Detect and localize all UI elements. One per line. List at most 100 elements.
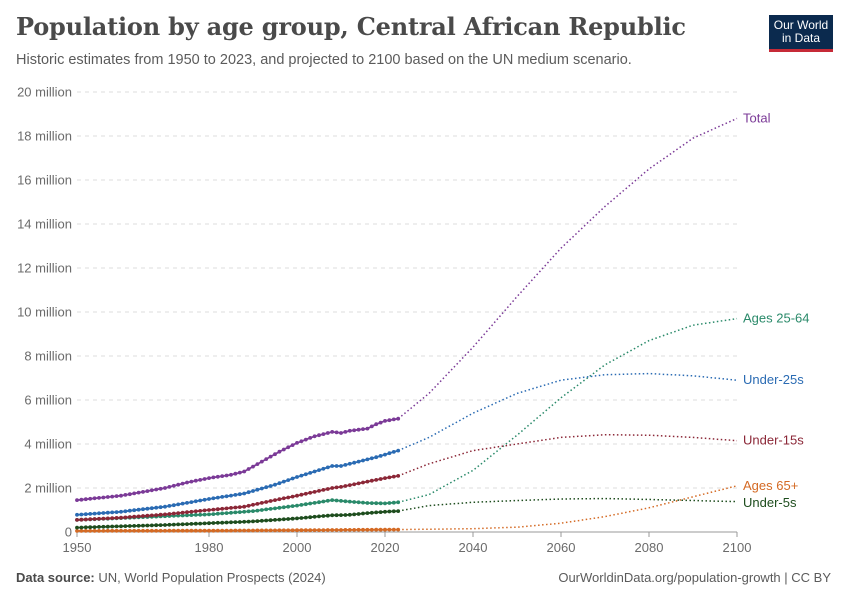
data-point (295, 528, 299, 533)
data-point (171, 528, 176, 533)
data-point (211, 521, 216, 525)
data-point (365, 457, 370, 462)
data-point (352, 528, 357, 532)
data-point (136, 514, 141, 519)
data-point (369, 478, 374, 483)
data-point (383, 452, 387, 457)
data-point (79, 525, 84, 530)
data-point (176, 528, 181, 533)
footer-link[interactable]: OurWorldinData.org/population-growth | C… (558, 570, 831, 585)
data-point (295, 493, 299, 498)
data-point (141, 490, 145, 494)
y-tick-label: 18 million (17, 129, 72, 144)
data-point (374, 527, 379, 532)
data-point (145, 513, 150, 518)
data-point (167, 512, 172, 516)
data-point (334, 430, 339, 435)
data-point (246, 490, 251, 495)
x-tick-label: 2060 (547, 540, 576, 555)
data-point (339, 431, 343, 435)
y-tick-label: 16 million (17, 173, 72, 188)
data-point (361, 480, 365, 485)
data-point (365, 479, 370, 484)
data-point (88, 529, 93, 533)
logo-line1: Our World (773, 18, 829, 32)
data-point (325, 431, 330, 435)
data-point (356, 527, 361, 532)
data-point (391, 527, 396, 532)
data-point (145, 528, 150, 533)
data-point (176, 522, 181, 527)
data-point (361, 511, 365, 516)
data-point (163, 523, 167, 527)
data-point (101, 524, 106, 529)
data-point (246, 528, 251, 533)
data-point (75, 518, 79, 522)
data-point (158, 512, 163, 517)
data-point (185, 480, 189, 485)
data-point (189, 522, 194, 526)
data-point (264, 485, 269, 490)
data-point (391, 474, 396, 479)
data-point (251, 519, 255, 524)
data-point (268, 499, 273, 503)
data-point (132, 524, 137, 528)
data-point (97, 511, 101, 516)
data-point (387, 418, 392, 423)
data-point (171, 511, 176, 516)
data-point (281, 496, 286, 501)
data-point (356, 427, 361, 432)
data-point (149, 488, 154, 493)
data-point (233, 528, 238, 533)
data-point (286, 495, 291, 500)
data-point (268, 507, 273, 511)
data-point (180, 501, 185, 506)
data-point (361, 500, 365, 505)
data-point (88, 525, 93, 530)
data-point (224, 494, 229, 499)
data-point (110, 516, 115, 520)
data-point (378, 510, 383, 514)
data-point (347, 528, 352, 532)
data-point (347, 428, 352, 433)
data-point (317, 500, 321, 505)
data-point (303, 528, 308, 533)
data-point (264, 507, 269, 512)
data-point (92, 529, 97, 533)
x-tick-label: 2040 (459, 540, 488, 555)
data-point (119, 528, 123, 533)
data-point (92, 511, 97, 516)
y-tick-label: 2 million (24, 481, 72, 496)
data-point (334, 528, 339, 532)
data-point (123, 493, 128, 497)
data-point (171, 483, 176, 488)
data-point (374, 510, 379, 515)
data-point (167, 522, 172, 527)
data-point (317, 514, 321, 519)
data-point (347, 461, 352, 466)
series-label: Under-5s (743, 495, 797, 510)
data-point (167, 504, 172, 508)
data-point (154, 513, 159, 517)
data-point (339, 485, 343, 489)
data-point (259, 528, 264, 533)
data-point (185, 501, 189, 505)
data-point (303, 491, 308, 496)
data-point (193, 509, 198, 514)
data-point (198, 512, 203, 517)
data-point (224, 473, 229, 478)
data-point (246, 467, 251, 471)
data-point (229, 493, 233, 498)
owid-logo[interactable]: Our World in Data (769, 15, 833, 52)
data-point (158, 528, 163, 533)
data-point (374, 455, 379, 460)
data-point (163, 486, 167, 490)
data-point (374, 478, 379, 482)
data-point (141, 514, 145, 518)
data-point (277, 528, 282, 533)
data-point (264, 528, 269, 533)
data-point (383, 476, 387, 480)
data-point (198, 498, 203, 503)
data-point (114, 524, 119, 529)
data-point (224, 520, 229, 525)
